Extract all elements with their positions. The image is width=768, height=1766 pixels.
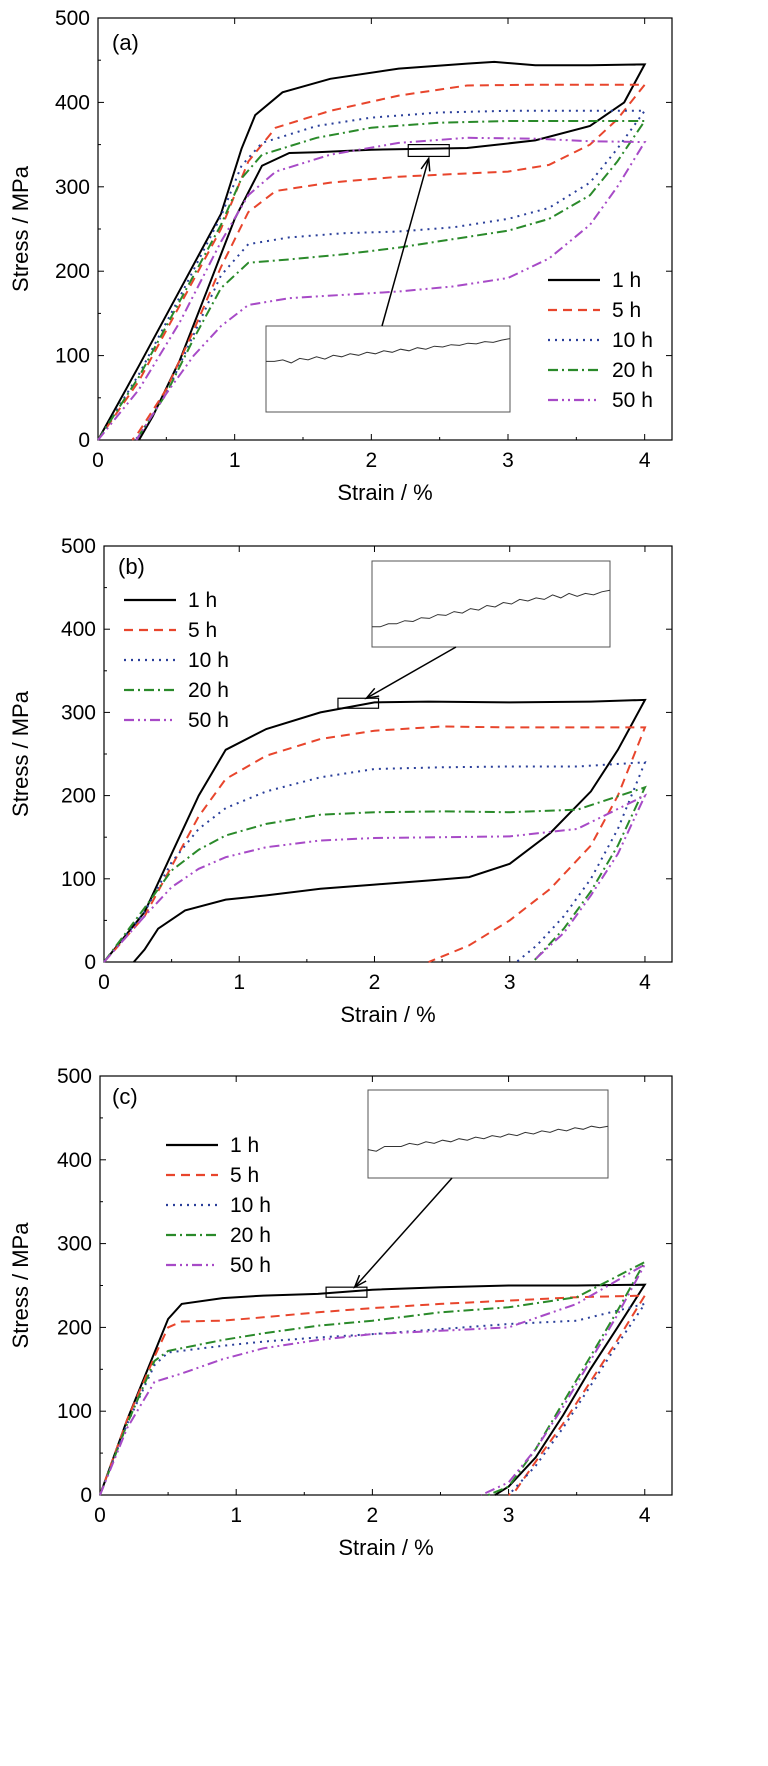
series-line-50h — [103, 793, 648, 963]
callout-arrowhead — [364, 687, 380, 700]
series-line-1h — [97, 60, 647, 441]
series-line-1h — [103, 698, 647, 963]
legend-label: 50 h — [230, 1254, 271, 1277]
panel-label: (c) — [112, 1084, 138, 1109]
legend-label: 5 h — [188, 619, 217, 642]
y-axis-label: Stress / MPa — [8, 1222, 33, 1349]
y-axis-label: Stress / MPa — [8, 690, 33, 817]
panel-a: 0 1 2 3 4 0 100 200 300 400 500 Strain / % Stress / … — [8, 7, 673, 505]
series-line-20h — [97, 120, 647, 441]
y-tick-label: 100 — [57, 1400, 92, 1423]
x-tick-label: 2 — [367, 1504, 379, 1527]
inset-frame — [371, 560, 611, 648]
y-tick-label: 100 — [55, 345, 90, 368]
callout-arrowhead — [420, 156, 431, 172]
series-line-1h — [99, 1283, 647, 1496]
series-line-5h — [99, 1294, 647, 1496]
inset-trace — [266, 338, 511, 364]
x-tick-label: 1 — [230, 1504, 242, 1527]
y-tick-label: 200 — [55, 260, 90, 283]
inset-frame — [265, 325, 511, 413]
legend-label: 20 h — [188, 679, 229, 702]
series-line-50h — [97, 136, 647, 441]
x-axis-label: Strain / % — [340, 1002, 435, 1027]
callout-arrowhead — [353, 1274, 367, 1289]
series-line-20h — [99, 1259, 648, 1496]
panel-b: 0 1 2 3 4 0 100 200 300 400 500 Strain / % Stress / … — [8, 535, 673, 1027]
x-tick-label: 3 — [504, 971, 516, 994]
zoom-box — [407, 144, 450, 158]
callout-arrow — [365, 646, 457, 699]
x-tick-label: 0 — [94, 1504, 106, 1527]
panel-label: (a) — [112, 30, 139, 55]
series-line-10h — [99, 1302, 648, 1496]
x-tick-label: 3 — [503, 1504, 515, 1527]
y-tick-label: 500 — [61, 535, 96, 558]
legend-label: 1 h — [612, 269, 641, 292]
zoom-box — [325, 1286, 368, 1298]
legend-label: 5 h — [230, 1164, 259, 1187]
panel-c: 0 1 2 3 4 0 100 200 300 400 500 Strain / % Stress / … — [8, 1065, 673, 1560]
legend-label: 1 h — [188, 589, 217, 612]
x-tick-label: 1 — [233, 971, 245, 994]
x-tick-label: 2 — [369, 971, 381, 994]
y-tick-label: 300 — [57, 1233, 92, 1256]
inset-frame — [367, 1089, 609, 1179]
series-line-5h — [97, 83, 647, 441]
legend-label: 50 h — [188, 709, 229, 732]
x-tick-label: 4 — [639, 1504, 651, 1527]
y-tick-label: 0 — [80, 1484, 92, 1507]
x-tick-label: 2 — [365, 449, 377, 472]
series-line-50h — [99, 1261, 648, 1496]
legend-label: 50 h — [612, 389, 653, 412]
legend-label: 5 h — [612, 299, 641, 322]
y-tick-label: 100 — [61, 868, 96, 891]
y-tick-label: 200 — [61, 785, 96, 808]
x-tick-label: 0 — [92, 449, 104, 472]
inset-trace — [367, 1125, 609, 1152]
y-tick-label: 500 — [55, 7, 90, 30]
legend-label: 1 h — [230, 1134, 259, 1157]
x-tick-label: 4 — [639, 449, 651, 472]
inset-trace — [372, 589, 611, 628]
x-tick-label: 4 — [639, 971, 651, 994]
panel-label: (b) — [118, 554, 145, 579]
y-axis-label: Stress / MPa — [8, 165, 33, 292]
series-line-20h — [103, 785, 647, 963]
callout-arrow — [354, 1177, 453, 1288]
x-tick-label: 1 — [229, 449, 241, 472]
x-tick-label: 0 — [98, 971, 110, 994]
y-tick-label: 0 — [78, 429, 90, 452]
y-tick-label: 0 — [84, 951, 96, 974]
y-tick-label: 300 — [61, 701, 96, 724]
legend-label: 10 h — [230, 1194, 271, 1217]
series-line-10h — [103, 761, 647, 963]
x-tick-label: 3 — [502, 449, 514, 472]
legend-label: 20 h — [612, 359, 653, 382]
series-line-5h — [103, 725, 647, 963]
callout-arrow — [381, 158, 430, 327]
legend-label: 20 h — [230, 1224, 271, 1247]
y-tick-label: 400 — [57, 1149, 92, 1172]
x-axis-label: Strain / % — [338, 1535, 433, 1560]
y-tick-label: 400 — [61, 618, 96, 641]
y-tick-label: 400 — [55, 91, 90, 114]
legend-label: 10 h — [188, 649, 229, 672]
y-tick-label: 300 — [55, 176, 90, 199]
y-tick-label: 200 — [57, 1316, 92, 1339]
series-line-10h — [97, 109, 647, 441]
zoom-box — [337, 697, 380, 709]
legend-label: 10 h — [612, 329, 653, 352]
y-tick-label: 500 — [57, 1065, 92, 1088]
x-axis-label: Strain / % — [337, 480, 432, 505]
